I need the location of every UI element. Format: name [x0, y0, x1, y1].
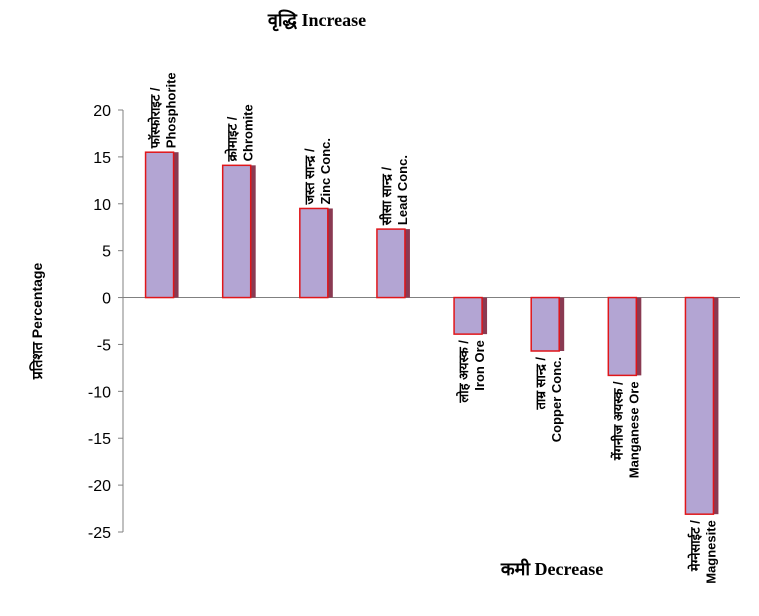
bar-shadow — [404, 229, 410, 298]
bar-body — [221, 164, 252, 299]
category-label-line: Copper Conc. — [549, 357, 564, 442]
y-tick-label: 0 — [102, 291, 111, 308]
category-label-line: Lead Conc. — [395, 155, 410, 225]
bar — [299, 207, 333, 299]
bar-shadow — [482, 297, 488, 335]
category-label-line: सीसा सान्द्र / — [379, 166, 394, 226]
bar-body — [376, 228, 406, 299]
bar — [453, 296, 488, 335]
category-label-line: Magnesite — [703, 520, 718, 584]
y-tick-label: 15 — [93, 150, 111, 167]
bar — [607, 296, 642, 377]
category-label-line: जस्त सान्द्र / — [302, 148, 317, 205]
category-label: सीसा सान्द्र / Lead Conc. — [379, 155, 410, 226]
bars — [144, 151, 719, 515]
bar — [684, 296, 719, 515]
decrease-annotation: कमी Decrease — [500, 558, 603, 579]
bar-shadow — [636, 297, 642, 376]
category-label-line: फॉस्फोराइट / — [148, 87, 163, 149]
bar-body — [453, 296, 483, 335]
category-label-line: लोह अयस्क / — [456, 340, 471, 404]
increase-annotation: वृद्धि Increase — [267, 9, 366, 32]
y-tick-label: -20 — [88, 478, 111, 495]
bar — [144, 151, 179, 299]
category-label: लोह अयस्क / Iron Ore — [456, 340, 487, 404]
bar-body — [607, 296, 638, 377]
category-label: क्रोमाइट / Chromite — [225, 104, 256, 162]
category-label: फॉस्फोराइट / Phosphorite — [148, 72, 179, 149]
bar-shadow — [173, 152, 179, 298]
bar-shadow — [327, 208, 333, 298]
bar-body — [144, 151, 175, 299]
category-label-line: Manganese Ore — [626, 381, 641, 478]
bar-body — [684, 296, 715, 515]
category-label: जस्त सान्द्र / Zinc Conc. — [302, 138, 333, 205]
category-label-line: Iron Ore — [472, 340, 487, 391]
bar — [376, 228, 410, 299]
category-label-line: मेग्नेसाईट / — [687, 520, 702, 572]
category-label-line: Chromite — [241, 104, 256, 161]
bar — [530, 296, 565, 352]
y-tick-label: -25 — [88, 525, 111, 542]
bar — [221, 164, 256, 299]
y-axis-label: प्रतिशत Percentage — [29, 263, 45, 381]
bar-body — [530, 296, 560, 352]
category-label-line: Phosphorite — [164, 72, 179, 148]
bar-body — [299, 207, 329, 299]
y-tick-label: 10 — [93, 197, 111, 214]
y-tick-label: -10 — [88, 384, 111, 401]
category-label-line: ताम्र सान्द्र / — [533, 357, 548, 411]
y-tick-label: 20 — [93, 103, 111, 120]
bar-shadow — [250, 165, 256, 298]
category-labels: फॉस्फोराइट / Phosphorite क्रोमाइट / Chromit… — [148, 72, 719, 583]
bar-shadow — [559, 297, 565, 352]
category-label: मेंगनीज अयस्क / Manganese Ore — [610, 381, 641, 478]
y-tick-label: -15 — [88, 431, 111, 448]
category-label-line: मेंगनीज अयस्क / — [610, 381, 625, 461]
category-label-line: Zinc Conc. — [318, 138, 333, 204]
category-label-line: क्रोमाइट / — [225, 116, 240, 162]
y-tick-label: -5 — [97, 337, 111, 354]
category-label: मेग्नेसाईट / Magnesite — [687, 520, 718, 584]
category-label: ताम्र सान्द्र / Copper Conc. — [533, 357, 564, 443]
y-tick-label: 5 — [102, 244, 111, 261]
y-axis: 20 15 10 5 0 -5 -10 -15 -20 -25 — [88, 103, 740, 542]
bar-shadow — [713, 297, 719, 515]
